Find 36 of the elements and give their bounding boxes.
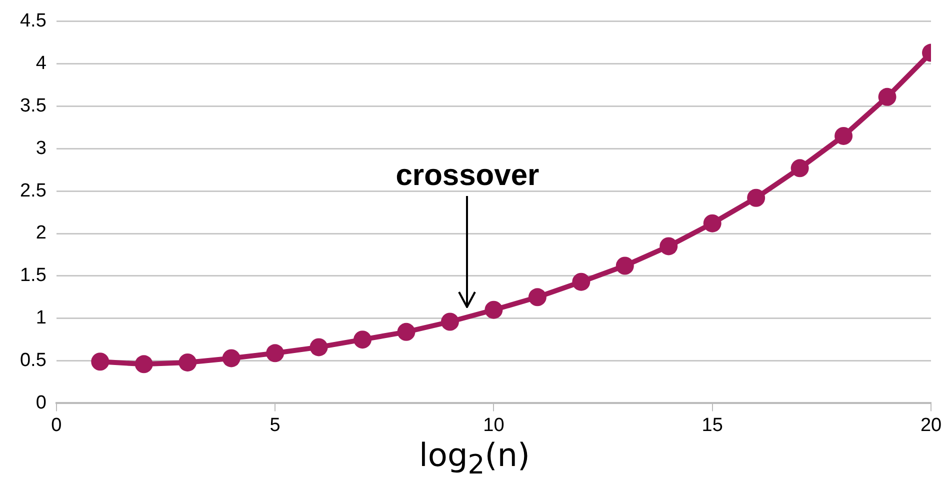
y-tick-label: 1 xyxy=(36,308,46,329)
point xyxy=(616,256,634,275)
y-tick-label: 3.5 xyxy=(20,95,46,116)
point xyxy=(354,330,372,349)
point xyxy=(266,344,284,362)
x-tick-label: 15 xyxy=(702,414,723,436)
point xyxy=(440,312,459,331)
y-tick-label: 0.5 xyxy=(20,350,46,372)
x-axis-title: log$_{2}$(n) xyxy=(418,436,531,480)
point xyxy=(834,126,853,145)
x-tick-label: 10 xyxy=(483,414,504,436)
point xyxy=(878,88,896,106)
point xyxy=(91,352,110,371)
point xyxy=(572,272,590,291)
y-tick-label: 0 xyxy=(36,392,46,414)
point xyxy=(790,159,809,178)
point xyxy=(310,338,328,356)
x-tick-label: 20 xyxy=(920,414,942,436)
point xyxy=(747,188,766,207)
point xyxy=(397,322,416,341)
point xyxy=(703,214,722,232)
point xyxy=(484,300,503,319)
x-tick-label: 0 xyxy=(51,414,62,436)
y-tick-label: 1.5 xyxy=(20,265,46,286)
point xyxy=(178,353,197,372)
point xyxy=(528,288,546,306)
x-tick-label: 5 xyxy=(270,414,280,436)
point xyxy=(222,349,240,368)
y-tick-label: 4 xyxy=(36,53,47,74)
y-tick-label: 2.5 xyxy=(20,180,46,202)
y-tick-label: 3 xyxy=(36,138,46,159)
y-tick-label: 4.5 xyxy=(20,10,46,32)
annotation: crossover xyxy=(396,159,540,192)
point xyxy=(134,355,153,374)
y-tick-label: 2 xyxy=(36,222,46,244)
point xyxy=(660,237,678,256)
